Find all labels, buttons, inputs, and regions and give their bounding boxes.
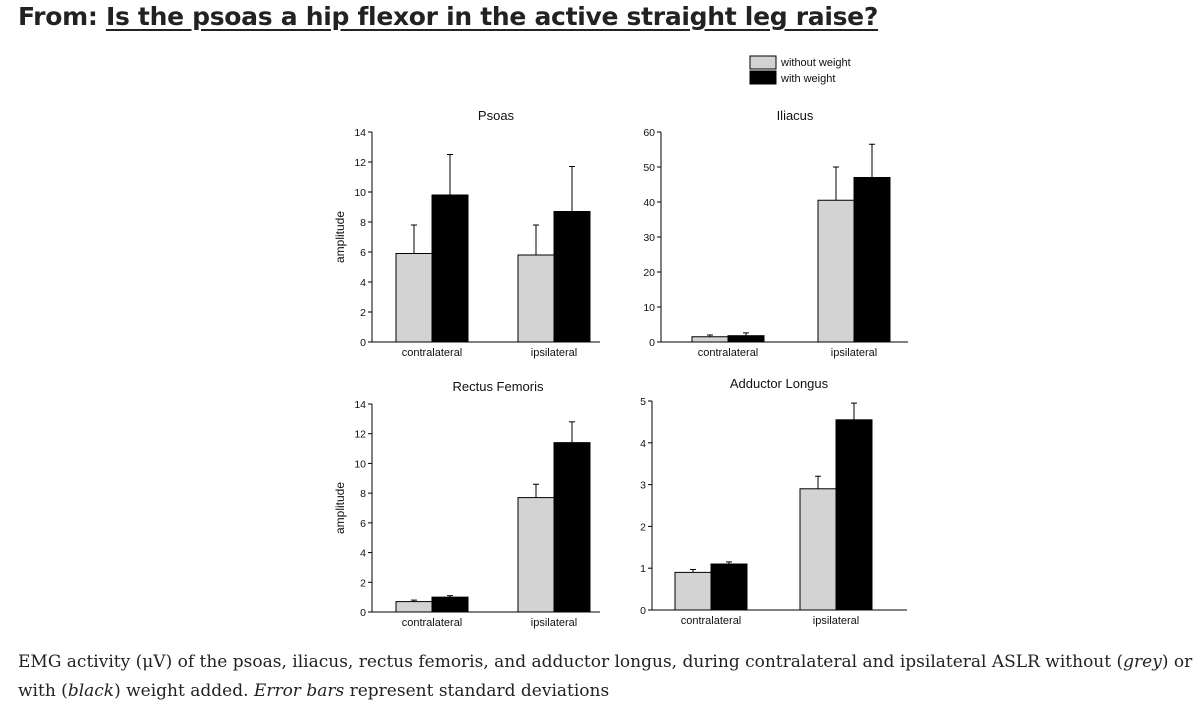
y-tick-label: 4 [360, 548, 366, 560]
x-category-label: contralateral [402, 617, 463, 629]
y-tick-label: 0 [640, 605, 646, 617]
y-tick-label: 12 [354, 429, 366, 441]
bar-with-weight [835, 419, 873, 611]
bar-without-weight [691, 336, 729, 343]
chart-title: Psoas [478, 108, 515, 123]
bar-without-weight [517, 497, 555, 613]
bar-without-weight [799, 488, 837, 611]
y-tick-label: 8 [360, 488, 366, 500]
emg-bar-charts-figure: without weight with weight 02468101214Ps… [333, 55, 908, 629]
chart-title: Adductor Longus [730, 376, 829, 391]
y-tick-label: 0 [360, 607, 366, 619]
legend-swatch-with-weight [749, 70, 777, 85]
y-tick-label: 5 [640, 396, 646, 408]
caption-text-1: EMG activity (μV) of the psoas, iliacus,… [18, 652, 1124, 672]
y-tick-label: 4 [640, 438, 646, 450]
bar-with-weight [710, 563, 748, 611]
bar-with-weight [553, 211, 591, 343]
chart-panel-psoas: 0 2 4 6 8 10 12 14 Psoas amplitude contralateral ip… [333, 108, 600, 359]
x-category-label: ipsilateral [531, 617, 577, 629]
header-prefix: From: [18, 2, 98, 31]
bar-with-weight [431, 596, 469, 613]
y-tick-label: 2 [360, 577, 366, 589]
y-axis-label: amplitude [333, 211, 347, 263]
y-tick-label: 60 [643, 127, 655, 139]
caption-grey-word: grey [1123, 652, 1162, 672]
x-category-label: contralateral [698, 347, 759, 359]
caption-text-3: ) weight added. [114, 681, 254, 701]
bar-with-weight [431, 194, 469, 343]
y-tick-label: 1 [640, 563, 646, 575]
figure-source-header: From: Is the psoas a hip flexor in the a… [18, 2, 1188, 31]
y-tick-label: 3 [640, 480, 646, 492]
x-category-label: contralateral [681, 615, 742, 627]
y-tick-label: 2 [360, 307, 366, 319]
y-tick-label: 40 [643, 197, 655, 209]
x-category-label: ipsilateral [813, 615, 859, 627]
y-tick-label: 14 [354, 127, 366, 139]
caption-error-bars: Error bars [253, 681, 345, 701]
y-tick-label: 12 [354, 157, 366, 169]
bar-with-weight [553, 442, 591, 613]
caption-text-2: ) or with ( [18, 652, 1193, 701]
bar-without-weight [674, 571, 712, 611]
legend-label-without-weight: without weight [780, 57, 851, 69]
chart-panel-iliacus: 0 10 20 30 40 50 60 Iliacus contralateral ipsilat… [643, 108, 908, 359]
y-tick-label: 6 [360, 518, 366, 530]
chart-panel-rectus-femoris: 0 2 4 6 8 10 12 14 Rectus Femoris amplitude contra… [333, 379, 600, 629]
chart-title: Iliacus [777, 108, 814, 123]
y-tick-label: 6 [360, 247, 366, 259]
x-category-label: contralateral [402, 347, 463, 359]
article-title-link[interactable]: Is the psoas a hip flexor in the active … [105, 2, 879, 31]
caption-black-word: black [67, 681, 115, 701]
x-category-label: ipsilateral [831, 347, 877, 359]
chart-panel-adductor-longus: 0 1 2 3 4 5 Adductor Longus contralateral ipsila… [640, 376, 907, 627]
y-tick-label: 8 [360, 217, 366, 229]
y-tick-label: 20 [643, 267, 655, 279]
bar-without-weight [817, 199, 855, 343]
bar-with-weight [853, 177, 891, 343]
figure-caption: EMG activity (μV) of the psoas, iliacus,… [18, 648, 1193, 706]
y-tick-label: 14 [354, 399, 366, 411]
x-category-label: ipsilateral [531, 347, 577, 359]
bar-with-weight [727, 335, 765, 343]
chart-legend: without weight with weight [749, 55, 851, 85]
y-tick-label: 10 [354, 458, 366, 470]
y-tick-label: 0 [649, 337, 655, 349]
y-tick-label: 0 [360, 337, 366, 349]
y-tick-label: 4 [360, 277, 366, 289]
y-tick-label: 50 [643, 162, 655, 174]
caption-text-4: represent standard deviations [344, 681, 610, 701]
legend-swatch-without-weight [749, 55, 777, 70]
y-tick-label: 2 [640, 521, 646, 533]
y-tick-label: 10 [643, 302, 655, 314]
bar-without-weight [517, 254, 555, 343]
chart-title: Rectus Femoris [452, 379, 544, 394]
legend-label-with-weight: with weight [780, 73, 835, 85]
y-axis-label: amplitude [333, 482, 347, 534]
bar-without-weight [395, 253, 433, 343]
bar-without-weight [395, 601, 433, 613]
y-tick-label: 10 [354, 187, 366, 199]
y-tick-label: 30 [643, 232, 655, 244]
